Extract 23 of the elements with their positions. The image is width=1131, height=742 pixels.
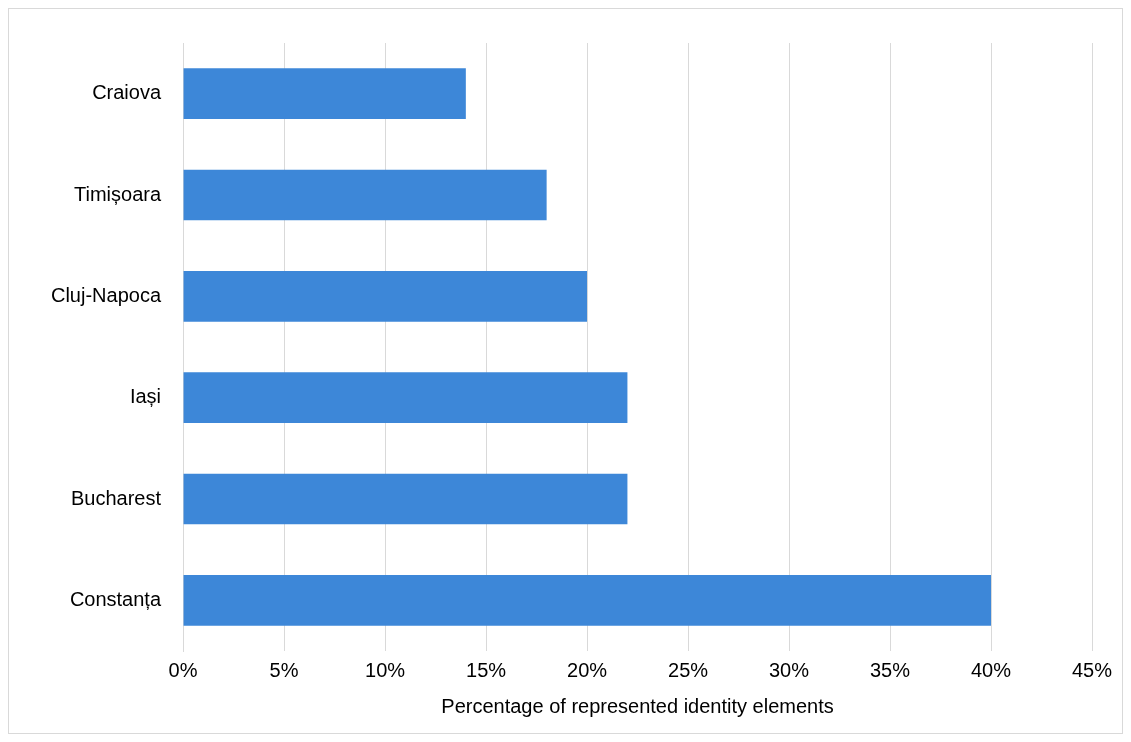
bar — [183, 473, 628, 525]
x-tick-label: 25% — [668, 658, 709, 681]
bar — [183, 372, 628, 423]
x-tick-label: 5% — [269, 658, 299, 681]
y-tick-label: Iași — [129, 385, 162, 408]
bar — [183, 169, 547, 221]
y-tick-label: Craiova — [92, 81, 162, 104]
y-tick-label: Timișoara — [73, 182, 162, 205]
y-tick-label: Constanța — [69, 587, 162, 610]
x-tick-label: 30% — [769, 658, 810, 681]
bar — [183, 68, 466, 119]
y-tick-label: Bucharest — [70, 486, 162, 509]
x-tick-label: 20% — [567, 658, 608, 681]
x-tick-label: 0% — [168, 658, 198, 681]
bar — [183, 575, 992, 626]
x-tick-label: 15% — [466, 658, 507, 681]
x-tick-label: 35% — [870, 658, 911, 681]
x-tick-label: 45% — [1071, 658, 1113, 681]
y-tick-label: Cluj-Napoca — [50, 283, 162, 306]
bar — [183, 271, 588, 322]
x-axis-title: Percentage of represented identity elements — [441, 694, 834, 717]
x-tick-label: 10% — [365, 658, 406, 681]
x-tick-label: 40% — [970, 658, 1012, 681]
